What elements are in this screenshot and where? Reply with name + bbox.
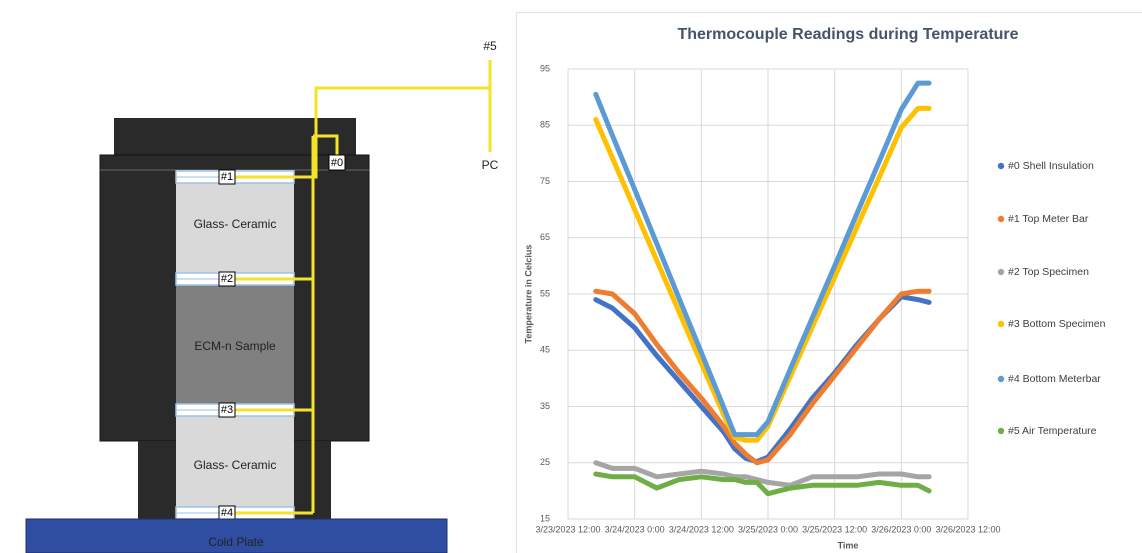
y-tick-label: 35: [540, 401, 550, 411]
tc-label: #2: [221, 273, 233, 285]
tc-label: #0: [331, 157, 343, 169]
legend-label: #3 Bottom Specimen: [1008, 318, 1106, 330]
legend-marker: [998, 163, 1004, 169]
legend-marker: [998, 269, 1004, 275]
x-tick-label: 3/25/2023 0:00: [738, 524, 798, 534]
series-line: [596, 83, 929, 435]
x-axis-label: Time: [838, 540, 859, 550]
tc-label: #3: [221, 404, 233, 416]
y-tick-label: 25: [540, 457, 550, 467]
layer-label: Glass- Ceramic: [194, 217, 277, 231]
series-line: [596, 474, 929, 494]
layer-label: Glass- Ceramic: [194, 458, 277, 472]
x-tick-label: 3/26/2023 12:00: [935, 524, 1000, 534]
y-tick-label: 15: [540, 513, 550, 523]
y-tick-label: 45: [540, 345, 550, 355]
legend-marker: [998, 428, 1004, 434]
chart-title: Thermocouple Readings during Temperature: [677, 26, 1018, 43]
legend-label: #0 Shell Insulation: [1008, 160, 1094, 172]
legend-marker: [998, 376, 1004, 382]
legend-label: #5 Air Temperature: [1008, 425, 1097, 437]
layer-label: ECM-n Sample: [194, 339, 276, 353]
legend-label: #4 Bottom Meterbar: [1008, 373, 1101, 385]
tc-label: #1: [221, 171, 233, 183]
x-tick-label: 3/23/2023 12:00: [535, 524, 600, 534]
y-axis-label: Temperature in Celcius: [523, 245, 533, 344]
legend-label: #2 Top Specimen: [1008, 266, 1089, 278]
y-tick-label: 95: [540, 63, 550, 73]
legend-marker: [998, 321, 1004, 327]
legend-marker: [998, 216, 1004, 222]
y-tick-label: 65: [540, 232, 550, 242]
y-tick-label: 75: [540, 176, 550, 186]
x-tick-label: 3/24/2023 12:00: [669, 524, 734, 534]
tc-label: #4: [221, 507, 233, 519]
tc-label: #5: [483, 39, 497, 53]
x-tick-label: 3/24/2023 0:00: [605, 524, 665, 534]
cold-plate-label: Cold Plate: [208, 535, 264, 549]
page: #0 #1 #2 #3 #4 #5 PC Glass- Ceramic ECM-…: [0, 0, 1142, 553]
pc-label: PC: [482, 158, 499, 172]
legend-label: #1 Top Meter Bar: [1008, 213, 1089, 225]
y-tick-label: 85: [540, 120, 550, 130]
x-tick-label: 3/25/2023 12:00: [802, 524, 867, 534]
x-tick-label: 3/26/2023 0:00: [871, 524, 931, 534]
y-tick-label: 55: [540, 288, 550, 298]
apparatus-diagram: #0 #1 #2 #3 #4 #5 PC Glass- Ceramic ECM-…: [26, 39, 499, 553]
